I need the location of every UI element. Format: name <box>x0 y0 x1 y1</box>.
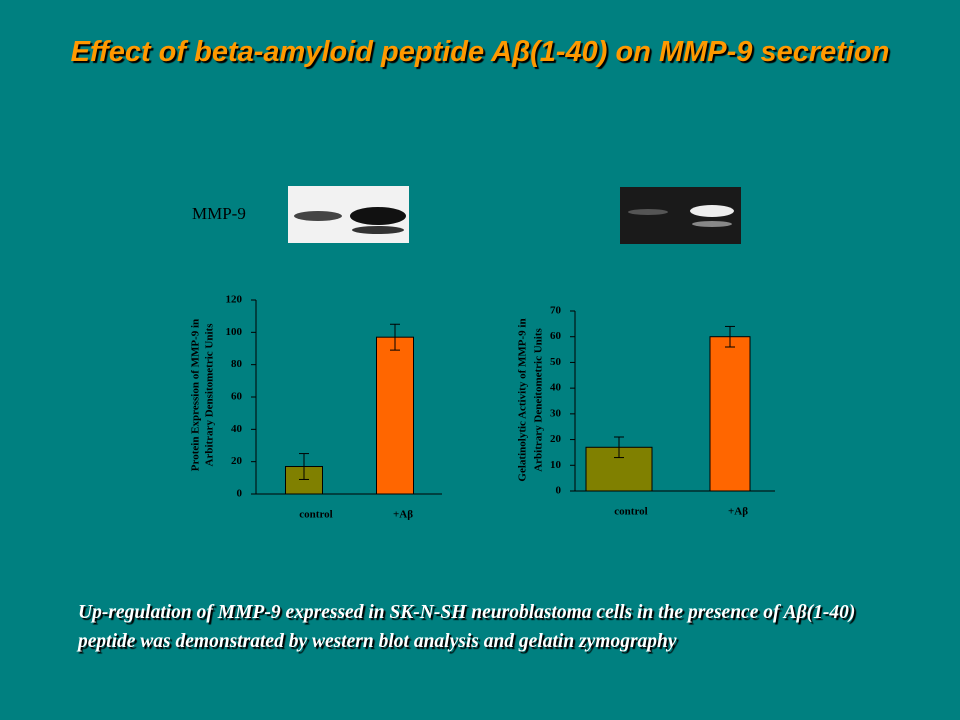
x-tick-label: control <box>614 506 647 518</box>
zymo-band <box>692 221 732 227</box>
caption: Up-regulation of MMP-9 expressed in SK-N… <box>78 602 856 652</box>
y-axis-label: Protein Expression of MMP-9 in <box>190 319 202 471</box>
y-tick-label: 20 <box>550 433 562 445</box>
slide-title: Effect of beta-amyloid peptide Aβ(1-40) … <box>70 36 890 68</box>
y-tick-label: 40 <box>231 423 243 435</box>
blot-band <box>352 226 404 234</box>
zymo-band <box>628 209 668 215</box>
x-tick-label: +Aβ <box>728 506 748 518</box>
y-axis-label: Arbitrary Densitometric Units <box>204 323 216 467</box>
x-tick-label: +Aβ <box>393 509 413 521</box>
y-tick-label: 60 <box>231 391 243 403</box>
y-axis-label: Gelatinolytic Activity of MMP-9 in <box>517 318 529 481</box>
y-tick-label: 20 <box>231 455 243 467</box>
bar <box>376 336 414 495</box>
y-tick-label: 0 <box>237 488 243 500</box>
y-tick-label: 100 <box>226 326 243 338</box>
blot-band <box>350 207 406 225</box>
zymo-band <box>690 205 734 217</box>
y-tick-label: 120 <box>226 294 243 306</box>
y-tick-label: 60 <box>550 330 562 342</box>
blot-band <box>294 211 342 221</box>
y-tick-label: 50 <box>550 356 562 368</box>
y-tick-label: 40 <box>550 382 562 394</box>
y-tick-label: 10 <box>550 459 562 471</box>
y-axis-label: Arbitrary Deneitometric Units <box>533 328 545 472</box>
x-tick-label: control <box>299 509 332 521</box>
y-tick-label: 70 <box>550 305 562 317</box>
bar <box>709 336 751 492</box>
y-tick-label: 80 <box>231 358 243 370</box>
blot-label: MMP-9 <box>192 204 246 223</box>
y-tick-label: 0 <box>556 485 562 497</box>
y-tick-label: 30 <box>550 407 562 419</box>
